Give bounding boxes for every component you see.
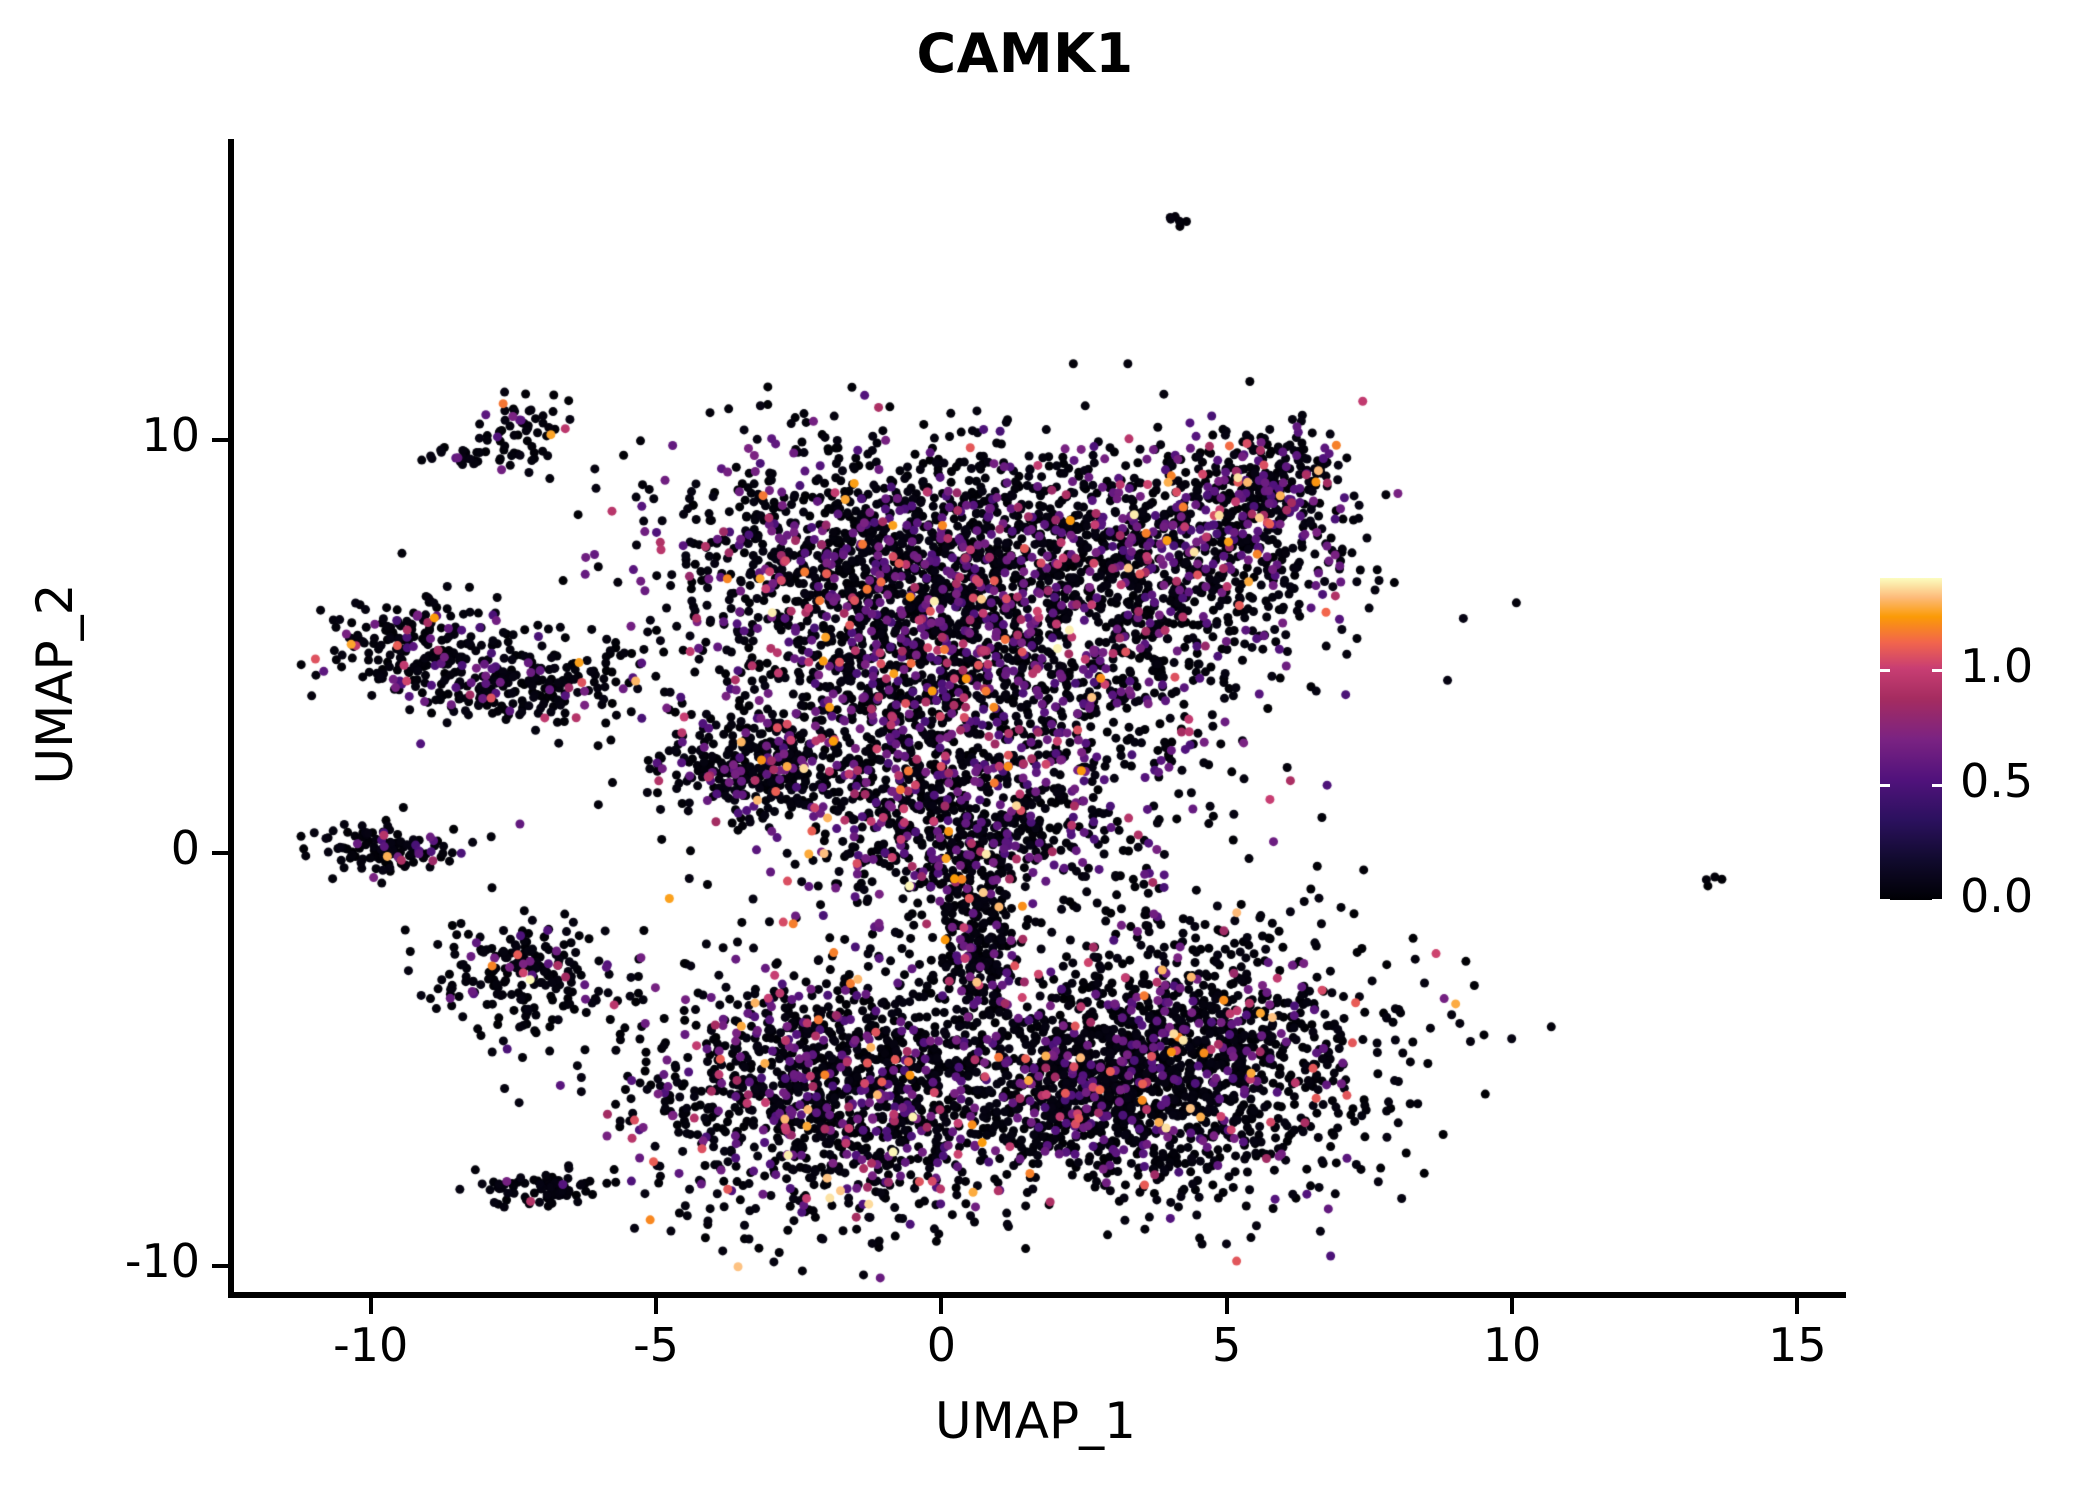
y-tick-label: -10	[124, 1234, 200, 1289]
x-tick-label: 5	[1212, 1318, 1242, 1372]
colorbar-gradient	[1880, 578, 1942, 900]
colorbar-tick-mark	[1932, 899, 1942, 902]
y-tick-mark	[212, 851, 228, 856]
y-axis-label: UMAP_2	[26, 583, 84, 785]
colorbar-tick-mark	[1880, 784, 1890, 787]
colorbar-tick-mark	[1880, 669, 1890, 672]
colorbar-tick-label: 0.5	[1960, 754, 2034, 808]
x-tick-label: 10	[1482, 1318, 1542, 1372]
y-tick-label: 10	[141, 408, 200, 463]
x-tick-label: 0	[926, 1318, 956, 1372]
colorbar-tick-mark	[1932, 669, 1942, 672]
axis-spine-left	[228, 139, 234, 1298]
colorbar-tick-mark	[1932, 784, 1942, 787]
colorbar-tick-label: 0.0	[1960, 869, 2034, 923]
x-tick-mark	[1224, 1298, 1229, 1314]
x-tick-mark	[368, 1298, 373, 1314]
colorbar-tick-label: 1.0	[1960, 639, 2034, 693]
x-tick-mark	[939, 1298, 944, 1314]
x-tick-label: -5	[633, 1318, 679, 1372]
y-tick-label: 0	[170, 821, 200, 876]
x-axis-label: UMAP_1	[935, 1392, 1136, 1450]
axis-spine-bottom	[228, 1292, 1846, 1298]
y-tick-mark	[212, 1264, 228, 1269]
x-tick-mark	[1795, 1298, 1800, 1314]
x-tick-mark	[654, 1298, 658, 1314]
x-tick-mark	[1510, 1298, 1514, 1314]
x-tick-label: 15	[1768, 1318, 1827, 1372]
colorbar-tick-mark	[1880, 899, 1890, 902]
y-tick-mark	[212, 438, 228, 443]
x-tick-label: -10	[333, 1318, 409, 1372]
